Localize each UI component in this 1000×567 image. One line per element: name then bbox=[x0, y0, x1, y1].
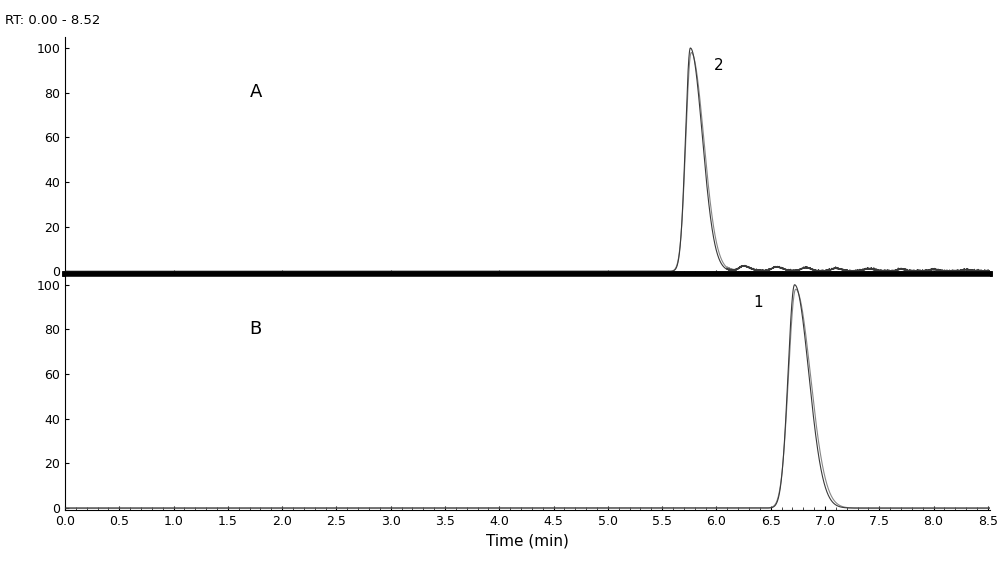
Text: 2: 2 bbox=[714, 58, 724, 73]
Text: A: A bbox=[250, 83, 262, 101]
X-axis label: Time (min): Time (min) bbox=[486, 534, 569, 549]
Text: RT: 0.00 - 8.52: RT: 0.00 - 8.52 bbox=[5, 14, 100, 27]
Text: 1: 1 bbox=[753, 295, 763, 310]
Text: B: B bbox=[250, 320, 262, 338]
